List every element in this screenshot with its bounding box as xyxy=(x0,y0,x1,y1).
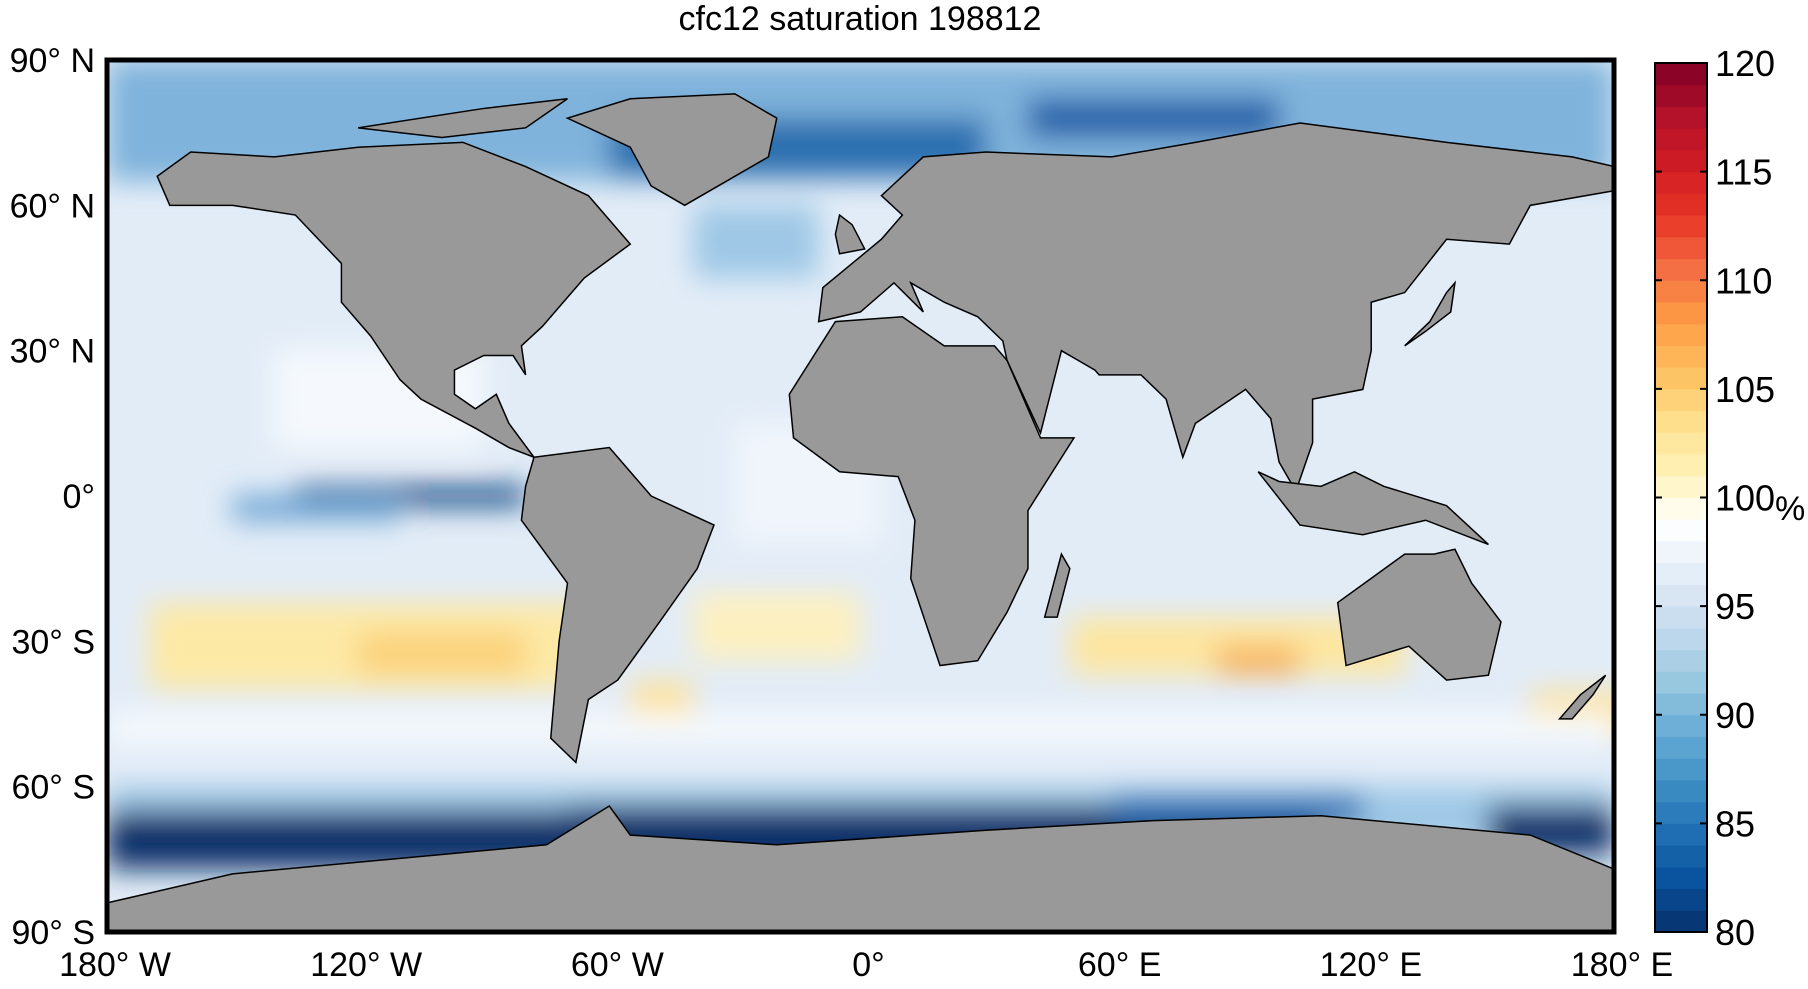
colorbar-step xyxy=(1655,910,1707,933)
colorbar-tick-label: 115 xyxy=(1715,152,1772,193)
colorbar-step xyxy=(1655,714,1707,737)
colorbar-step xyxy=(1655,128,1707,151)
land-eurasia xyxy=(817,122,1614,493)
land-arctic-islands xyxy=(358,98,568,139)
colorbar-unit: % xyxy=(1775,490,1805,528)
lon-tick-label: 180° W xyxy=(59,946,171,984)
colorbar-step xyxy=(1655,432,1707,455)
lat-tick-label: 60° N xyxy=(10,187,95,225)
land-australia xyxy=(1336,548,1502,681)
land-greenland xyxy=(565,93,778,207)
colorbar-step xyxy=(1655,736,1707,759)
colorbar-step xyxy=(1655,410,1707,433)
colorbar-tick-label: 90 xyxy=(1715,695,1755,736)
lon-tick-label: 120° E xyxy=(1320,946,1422,984)
colorbar-step xyxy=(1655,236,1707,260)
colorbar-step xyxy=(1655,888,1707,911)
lon-tick-label: 120° W xyxy=(310,946,422,984)
land-madagascar xyxy=(1043,552,1071,618)
colorbar-step xyxy=(1655,649,1707,672)
colorbar-step xyxy=(1655,845,1707,868)
colorbar-tick-label: 80 xyxy=(1715,912,1755,953)
lon-tick-label: 180° E xyxy=(1571,946,1673,984)
field-patch xyxy=(358,631,526,676)
map-area xyxy=(107,60,1614,932)
lat-tick-label: 90° S xyxy=(11,914,95,952)
lat-tick-label: 60° S xyxy=(11,769,95,807)
colorbar-step xyxy=(1655,758,1707,781)
colorbar-step xyxy=(1655,562,1707,585)
lon-tick-label: 60° W xyxy=(571,946,664,984)
lon-tick-label: 0° xyxy=(852,946,885,984)
colorbar-ticks: 80 85 90 95 100 105 110 115 120 xyxy=(1655,43,1775,953)
colorbar: 80 85 90 95 100 105 110 115 120 % xyxy=(1654,43,1805,953)
colorbar-tick-label: 120 xyxy=(1715,43,1775,84)
lon-tick-label: 60° E xyxy=(1078,946,1162,984)
colorbar-tick-label: 100 xyxy=(1715,478,1775,519)
colorbar-step xyxy=(1655,540,1707,564)
colorbar-tick-label: 110 xyxy=(1715,260,1772,301)
colorbar-tick-label: 95 xyxy=(1715,586,1755,627)
land-masses xyxy=(107,93,1614,932)
colorbar-step xyxy=(1655,323,1707,346)
colorbar-step xyxy=(1655,454,1707,477)
colorbar-step xyxy=(1655,606,1707,629)
field-patch xyxy=(1027,98,1280,138)
land-africa xyxy=(788,315,1076,667)
colorbar-step xyxy=(1655,823,1707,846)
field-patch xyxy=(693,205,819,278)
colorbar-step xyxy=(1655,171,1707,194)
land-japan xyxy=(1404,280,1457,347)
chart-title: cfc12 saturation 198812 xyxy=(679,0,1042,38)
colorbar-step xyxy=(1655,779,1707,803)
colorbar-step xyxy=(1655,866,1707,890)
colorbar-step xyxy=(1655,584,1707,607)
colorbar-step xyxy=(1655,301,1707,325)
land-uk xyxy=(834,213,866,255)
colorbar-step xyxy=(1655,63,1707,86)
colorbar-step xyxy=(1655,497,1707,520)
lat-tick-label: 30° N xyxy=(10,333,95,371)
field-patch xyxy=(693,592,861,661)
latitude-tick-labels: 90° N 60° N 30° N 0° 30° S 60° S 90° S xyxy=(10,42,95,952)
colorbar-step xyxy=(1655,84,1707,107)
colorbar-step xyxy=(1655,693,1707,716)
colorbar-steps xyxy=(1655,63,1707,933)
lat-tick-label: 0° xyxy=(62,478,95,516)
field-patch xyxy=(630,680,694,719)
land-indonesia xyxy=(1257,470,1489,546)
colorbar-step xyxy=(1655,193,1707,216)
colorbar-step xyxy=(1655,519,1707,542)
colorbar-step xyxy=(1655,215,1707,238)
field-patch xyxy=(232,496,401,521)
colorbar-step xyxy=(1655,149,1707,173)
land-antarctica xyxy=(107,805,1614,932)
colorbar-step xyxy=(1655,475,1707,498)
lat-tick-label: 90° N xyxy=(10,42,95,80)
field-patch xyxy=(1216,646,1301,676)
map-frame xyxy=(104,57,1617,935)
colorbar-step xyxy=(1655,367,1707,390)
land-north-america xyxy=(156,141,632,459)
colorbar-step xyxy=(1655,801,1707,824)
field-patch xyxy=(107,714,1614,744)
colorbar-step xyxy=(1655,671,1707,694)
colorbar-step xyxy=(1655,258,1707,281)
colorbar-step xyxy=(1655,388,1707,412)
colorbar-step xyxy=(1655,345,1707,368)
colorbar-tick-label: 105 xyxy=(1715,369,1775,410)
land-new-zealand xyxy=(1557,674,1607,720)
colorbar-step xyxy=(1655,280,1707,303)
colorbar-step xyxy=(1655,106,1707,129)
lat-tick-label: 30° S xyxy=(11,623,95,661)
colorbar-step xyxy=(1655,627,1707,651)
longitude-tick-labels: 180° W 120° W 60° W 0° 60° E 120° E 180° E xyxy=(59,946,1673,984)
colorbar-tick-label: 85 xyxy=(1715,803,1755,844)
land-south-america xyxy=(520,446,715,764)
